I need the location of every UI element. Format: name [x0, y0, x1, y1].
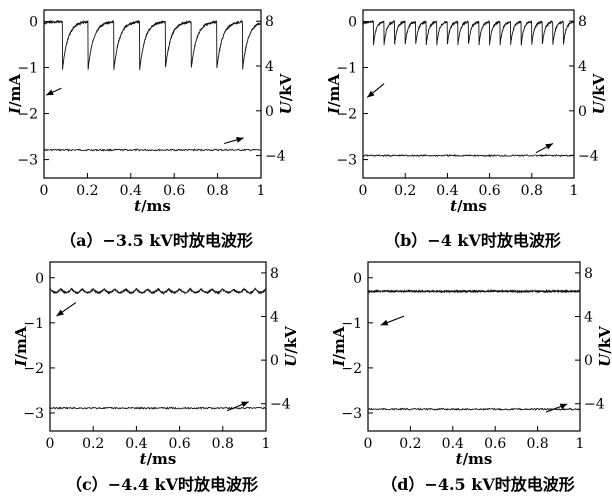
chart-panel: 0 0.2 0.4 0.6 0.8 1 0 −1 −2 −3 8 4 0 −4 t/ms I/mA U/kV （a… — [6, 9, 295, 250]
y-tick-label: −1 — [23, 316, 44, 332]
y-tick-label: −3 — [23, 406, 44, 422]
plot-frame — [362, 9, 575, 179]
y2-tick-label: 8 — [265, 14, 274, 30]
y-tick-label: −1 — [336, 61, 357, 77]
y2-tick-label: −4 — [270, 397, 291, 413]
x-axis-label: t/ms — [140, 450, 177, 468]
x-tick-label: 0.4 — [125, 436, 147, 452]
arrow-head — [56, 309, 64, 317]
x-axis-label: t/ms — [456, 450, 493, 468]
x-tick-label: 1 — [257, 183, 266, 199]
y-tick-label: 0 — [29, 15, 38, 31]
x-tick-label: 0.4 — [120, 183, 142, 199]
plot-frame — [49, 261, 267, 432]
plot-frame — [43, 9, 262, 179]
panel-caption: （c）−4.4 kV时放电波形 — [66, 475, 258, 494]
y-axis-label: I/mA — [330, 326, 348, 367]
chart-panel: 0 0.2 0.4 0.6 0.8 1 0 −1 −2 −3 8 4 0 −4 t/ms I/mA U/kV （c… — [12, 261, 300, 494]
y-tick-label: −1 — [17, 61, 38, 77]
y-tick-label: 0 — [35, 271, 44, 287]
arrow-head — [46, 89, 54, 96]
y-tick-label: −3 — [336, 153, 357, 169]
current-trace — [49, 287, 267, 296]
y2-tick-label: −4 — [265, 149, 286, 165]
y-tick-label: −2 — [341, 361, 362, 377]
x-tick-label: 0.8 — [206, 183, 228, 199]
y2-tick-label: 4 — [265, 59, 274, 75]
y2-tick-label: 4 — [270, 310, 279, 326]
chart-panel: 0 0.2 0.4 0.6 0.8 1 0 −1 −2 −3 8 4 0 −4 t/ms I/mA U/kV （b… — [325, 9, 608, 250]
y-axis-label: I/mA — [325, 74, 343, 115]
current-trace — [43, 19, 262, 71]
x-tick-label: 1 — [262, 436, 271, 452]
y2-tick-label: 8 — [270, 266, 279, 282]
x-tick-label: 0 — [364, 436, 373, 452]
y-tick-label: −2 — [23, 361, 44, 377]
voltage-trace — [367, 407, 581, 411]
y2-tick-label: 0 — [265, 104, 274, 120]
panel-caption: （d）−4.5 kV时放电波形 — [381, 475, 575, 494]
x-tick-label: 0.2 — [394, 183, 416, 199]
y2-axis-label: U/kV — [282, 326, 300, 367]
arrow-head — [380, 319, 389, 326]
y2-axis-label: U/kV — [590, 73, 608, 114]
x-tick-label: 1 — [576, 436, 585, 452]
chart-panel: 0 0.2 0.4 0.6 0.8 1 0 −1 −2 −3 8 4 0 −4 t/ms I/mA U/kV （d… — [330, 261, 612, 494]
x-tick-label: 0 — [359, 183, 368, 199]
x-axis-label: t/ms — [450, 197, 487, 215]
arrow-head — [559, 403, 568, 410]
x-tick-label: 1 — [570, 183, 579, 199]
voltage-trace — [362, 154, 575, 158]
arrow-head — [241, 401, 249, 408]
x-tick-label: 0.2 — [76, 183, 98, 199]
y2-axis-label: U/kV — [596, 326, 612, 367]
x-tick-label: 0.8 — [212, 436, 234, 452]
y-axis-label: I/mA — [6, 74, 24, 115]
x-tick-label: 0.8 — [526, 436, 548, 452]
voltage-trace — [49, 406, 267, 410]
x-tick-label: 0.4 — [436, 183, 458, 199]
y2-axis-label: U/kV — [277, 73, 295, 114]
plot-frame — [367, 261, 581, 432]
y2-tick-label: 8 — [578, 14, 587, 30]
x-tick-label: 0 — [46, 436, 55, 452]
x-tick-label: 0.6 — [163, 183, 185, 199]
y-tick-label: −3 — [17, 153, 38, 169]
y-tick-label: −3 — [341, 406, 362, 422]
current-trace — [367, 288, 581, 294]
x-tick-label: 0.4 — [442, 436, 464, 452]
y2-tick-label: 8 — [584, 266, 593, 282]
x-tick-label: 0.8 — [521, 183, 543, 199]
x-tick-label: 0.6 — [478, 183, 500, 199]
x-tick-label: 0.2 — [82, 436, 104, 452]
y-axis-label: I/mA — [12, 326, 30, 367]
arrow-head — [367, 90, 375, 98]
y2-tick-label: 0 — [578, 104, 587, 120]
y-tick-label: 0 — [353, 271, 362, 287]
y-tick-label: 0 — [348, 15, 357, 31]
y2-tick-label: 0 — [584, 353, 593, 369]
y2-tick-label: 0 — [270, 353, 279, 369]
arrow-head — [545, 143, 553, 150]
y-tick-label: −2 — [17, 107, 38, 123]
y-tick-label: −2 — [336, 107, 357, 123]
y2-tick-label: 4 — [584, 310, 593, 326]
x-tick-label: 0 — [40, 183, 49, 199]
y2-tick-label: −4 — [578, 149, 599, 165]
arrow-head — [236, 136, 244, 143]
voltage-trace — [43, 148, 262, 152]
y2-tick-label: −4 — [584, 397, 605, 413]
x-tick-label: 0.6 — [484, 436, 506, 452]
current-trace — [362, 19, 575, 46]
x-axis-label: t/ms — [134, 197, 171, 215]
x-tick-label: 0.2 — [399, 436, 421, 452]
x-tick-label: 0.6 — [168, 436, 190, 452]
y2-tick-label: 4 — [578, 59, 587, 75]
y-tick-label: −1 — [341, 316, 362, 332]
panel-caption: （a）−3.5 kV时放电波形 — [60, 231, 253, 250]
panel-caption: （b）−4 kV时放电波形 — [384, 231, 561, 250]
